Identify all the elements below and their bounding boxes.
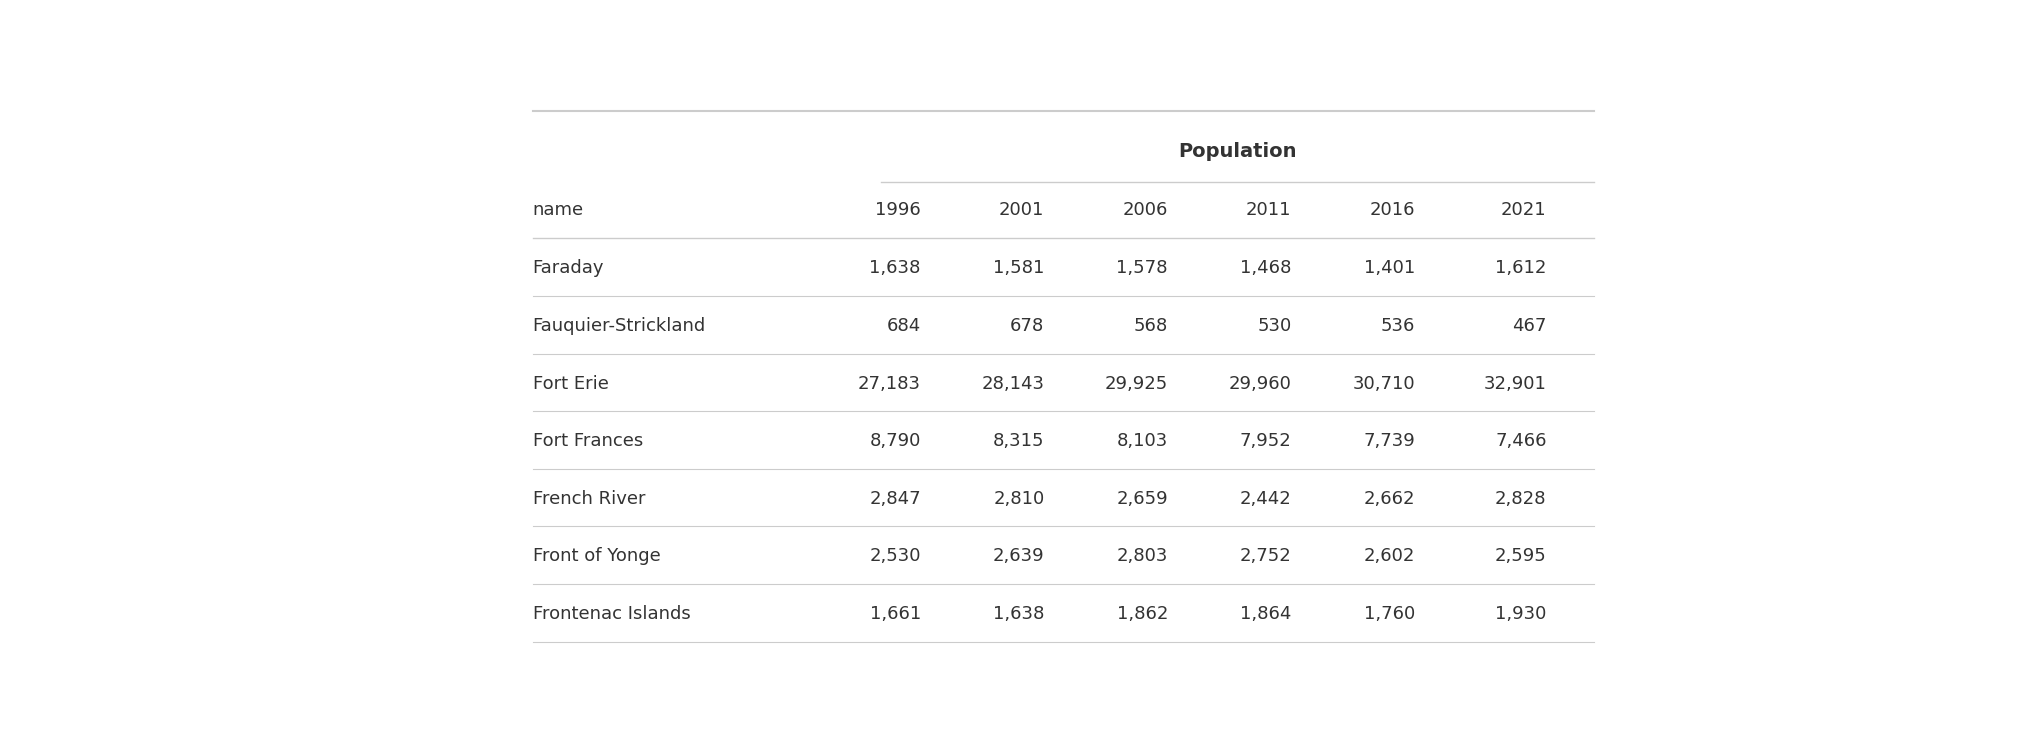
Text: name: name	[533, 201, 585, 219]
Text: 2011: 2011	[1247, 201, 1292, 219]
Text: Population: Population	[1179, 142, 1296, 161]
Text: 2,442: 2,442	[1241, 490, 1292, 508]
Text: 2,803: 2,803	[1116, 547, 1167, 565]
Text: Frontenac Islands: Frontenac Islands	[533, 605, 691, 623]
Text: 2001: 2001	[1000, 201, 1044, 219]
Text: 2,639: 2,639	[993, 547, 1044, 565]
Text: 1,864: 1,864	[1241, 605, 1292, 623]
Text: Fort Erie: Fort Erie	[533, 374, 609, 392]
Text: 1,661: 1,661	[869, 605, 920, 623]
Text: 2021: 2021	[1500, 201, 1547, 219]
Text: 7,739: 7,739	[1363, 432, 1414, 450]
Text: 1,638: 1,638	[869, 259, 920, 277]
Text: Fort Frances: Fort Frances	[533, 432, 644, 450]
Text: 1,468: 1,468	[1241, 259, 1292, 277]
Text: 678: 678	[1010, 317, 1044, 335]
Text: 684: 684	[887, 317, 920, 335]
Text: 1,612: 1,612	[1494, 259, 1547, 277]
Text: French River: French River	[533, 490, 646, 508]
Text: 7,952: 7,952	[1241, 432, 1292, 450]
Text: 2016: 2016	[1369, 201, 1414, 219]
Text: 1,581: 1,581	[993, 259, 1044, 277]
Text: 28,143: 28,143	[981, 374, 1044, 392]
Text: 1996: 1996	[875, 201, 920, 219]
Text: 536: 536	[1380, 317, 1414, 335]
Text: 1,578: 1,578	[1116, 259, 1167, 277]
Text: 32,901: 32,901	[1484, 374, 1547, 392]
Text: 8,790: 8,790	[869, 432, 920, 450]
Text: 2006: 2006	[1122, 201, 1167, 219]
Text: 530: 530	[1257, 317, 1292, 335]
Text: 1,930: 1,930	[1494, 605, 1547, 623]
Text: 2,847: 2,847	[869, 490, 920, 508]
Text: 2,659: 2,659	[1116, 490, 1167, 508]
Text: 2,752: 2,752	[1241, 547, 1292, 565]
Text: 1,760: 1,760	[1363, 605, 1414, 623]
Text: 1,638: 1,638	[993, 605, 1044, 623]
Text: Faraday: Faraday	[533, 259, 605, 277]
Text: 2,602: 2,602	[1363, 547, 1414, 565]
Text: 8,315: 8,315	[993, 432, 1044, 450]
Text: 2,662: 2,662	[1363, 490, 1414, 508]
Text: 467: 467	[1513, 317, 1547, 335]
Text: 1,862: 1,862	[1116, 605, 1167, 623]
Text: 8,103: 8,103	[1116, 432, 1167, 450]
Text: Front of Yonge: Front of Yonge	[533, 547, 660, 565]
Text: Fauquier-Strickland: Fauquier-Strickland	[533, 317, 705, 335]
Text: 29,925: 29,925	[1104, 374, 1167, 392]
Text: 2,810: 2,810	[993, 490, 1044, 508]
Text: 27,183: 27,183	[858, 374, 920, 392]
Text: 2,530: 2,530	[869, 547, 920, 565]
Text: 1,401: 1,401	[1363, 259, 1414, 277]
Text: 7,466: 7,466	[1494, 432, 1547, 450]
Text: 2,828: 2,828	[1494, 490, 1547, 508]
Text: 568: 568	[1134, 317, 1167, 335]
Text: 29,960: 29,960	[1228, 374, 1292, 392]
Text: 30,710: 30,710	[1353, 374, 1414, 392]
Text: 2,595: 2,595	[1494, 547, 1547, 565]
